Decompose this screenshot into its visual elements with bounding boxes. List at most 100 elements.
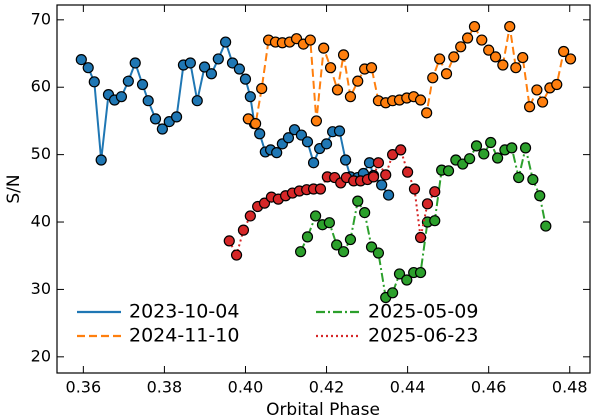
y-tick-label: 20	[31, 346, 51, 365]
x-axis-label: Orbital Phase	[266, 400, 380, 420]
data-point	[376, 179, 388, 191]
data-point	[421, 198, 434, 210]
data-point	[95, 154, 107, 166]
data-point	[230, 249, 243, 261]
data-point	[497, 59, 509, 71]
data-point	[485, 136, 497, 149]
data-point	[442, 165, 455, 177]
data-point	[513, 171, 525, 184]
data-point	[524, 101, 536, 113]
data-point	[226, 57, 239, 69]
x-tick-label: 0.42	[309, 378, 345, 397]
data-point	[478, 148, 490, 160]
data-point	[517, 51, 529, 64]
data-point	[320, 138, 333, 150]
data-point	[434, 53, 446, 65]
y-tick-label: 70	[31, 9, 51, 28]
data-point	[318, 42, 330, 54]
y-axis-label: S/N	[4, 174, 24, 203]
legend-text: 2024-11-10	[129, 325, 239, 347]
data-point	[258, 197, 271, 209]
data-point	[309, 210, 322, 222]
data-point	[470, 140, 483, 152]
data-point	[367, 171, 380, 183]
data-point	[540, 220, 552, 232]
x-tick-label: 0.36	[66, 378, 102, 397]
data-point	[198, 61, 211, 73]
data-point	[455, 41, 467, 53]
data-point	[115, 91, 128, 103]
data-point	[212, 53, 224, 65]
data-point	[337, 246, 350, 258]
data-point	[250, 118, 262, 130]
data-point	[504, 20, 516, 33]
data-point	[372, 247, 385, 259]
data-point	[304, 34, 316, 46]
data-point	[464, 153, 476, 165]
data-point	[558, 45, 570, 58]
data-point	[331, 84, 344, 96]
y-tick-label: 50	[31, 144, 51, 163]
data-point	[429, 215, 441, 227]
x-tick-label: 0.40	[228, 378, 264, 397]
data-point	[88, 76, 100, 88]
data-point	[129, 57, 141, 69]
data-point	[339, 154, 352, 166]
data-point	[551, 78, 563, 91]
data-point	[402, 166, 414, 178]
data-point	[294, 246, 307, 258]
data-point	[421, 107, 433, 119]
x-tick-label: 0.38	[147, 378, 183, 397]
data-point	[254, 128, 266, 140]
data-point	[387, 287, 399, 299]
y-tick-label: 30	[31, 279, 51, 298]
data-point	[414, 94, 427, 106]
data-point	[170, 111, 183, 123]
data-point	[239, 73, 252, 85]
data-point	[223, 235, 235, 247]
data-point	[365, 62, 378, 74]
data-point	[314, 183, 327, 195]
data-point	[427, 72, 439, 84]
data-point	[536, 96, 549, 108]
data-point	[142, 95, 154, 107]
data-point	[256, 82, 268, 95]
data-point	[75, 53, 87, 66]
data-point	[387, 149, 399, 161]
data-point	[491, 152, 504, 164]
y-tick-label: 60	[31, 77, 51, 96]
data-point	[244, 210, 256, 222]
data-point	[440, 68, 453, 80]
data-point	[352, 75, 364, 87]
data-point	[191, 95, 203, 107]
data-point	[301, 231, 314, 243]
data-point	[372, 157, 385, 169]
data-point	[527, 173, 539, 186]
data-point	[506, 142, 518, 154]
data-point	[136, 78, 149, 91]
data-point	[205, 68, 218, 80]
data-point	[510, 62, 522, 74]
x-tick-label: 0.46	[471, 378, 507, 397]
data-point	[82, 62, 94, 74]
data-point	[156, 123, 168, 135]
data-point	[323, 217, 335, 229]
data-point	[408, 183, 421, 195]
data-point	[395, 144, 407, 156]
data-point	[337, 49, 350, 61]
data-point	[429, 186, 441, 198]
x-tick-label: 0.44	[390, 378, 426, 397]
data-point	[331, 239, 343, 251]
data-point	[414, 231, 427, 244]
data-point	[365, 241, 378, 253]
data-point	[448, 51, 460, 63]
data-point	[461, 32, 474, 44]
legend-text: 2025-05-09	[368, 301, 478, 323]
data-point	[324, 62, 337, 74]
y-tick-label: 40	[31, 212, 51, 231]
plot-frame	[56, 4, 591, 374]
data-point	[282, 132, 295, 144]
data-point	[489, 51, 502, 63]
data-point	[352, 195, 364, 207]
data-point	[531, 84, 543, 96]
